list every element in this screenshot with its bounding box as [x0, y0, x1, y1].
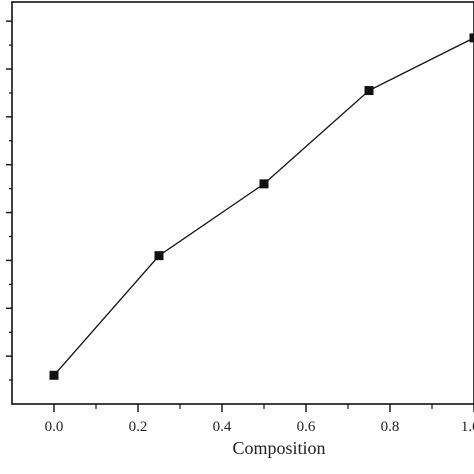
- data-series: [49, 33, 474, 380]
- x-tick-label: 0.2: [129, 419, 148, 435]
- x-tick-label: 0.0: [45, 419, 64, 435]
- axes: 0.0 0.2 0.4 0.6 0.8 1.00: [6, 1, 474, 435]
- data-point-marker: [49, 370, 59, 380]
- plot-frame: [11, 1, 474, 405]
- x-axis-label: Composition: [232, 438, 325, 458]
- data-point-marker: [154, 251, 164, 261]
- x-tick-label: 0.6: [297, 419, 316, 435]
- series-line: [53, 37, 474, 376]
- data-point-marker: [259, 179, 269, 189]
- data-point-marker: [364, 86, 374, 96]
- x-tick-label: 1.00: [461, 419, 474, 435]
- data-point-marker: [469, 33, 474, 43]
- x-tick-label: 0.8: [381, 419, 400, 435]
- x-tick-label: 0.4: [213, 419, 232, 435]
